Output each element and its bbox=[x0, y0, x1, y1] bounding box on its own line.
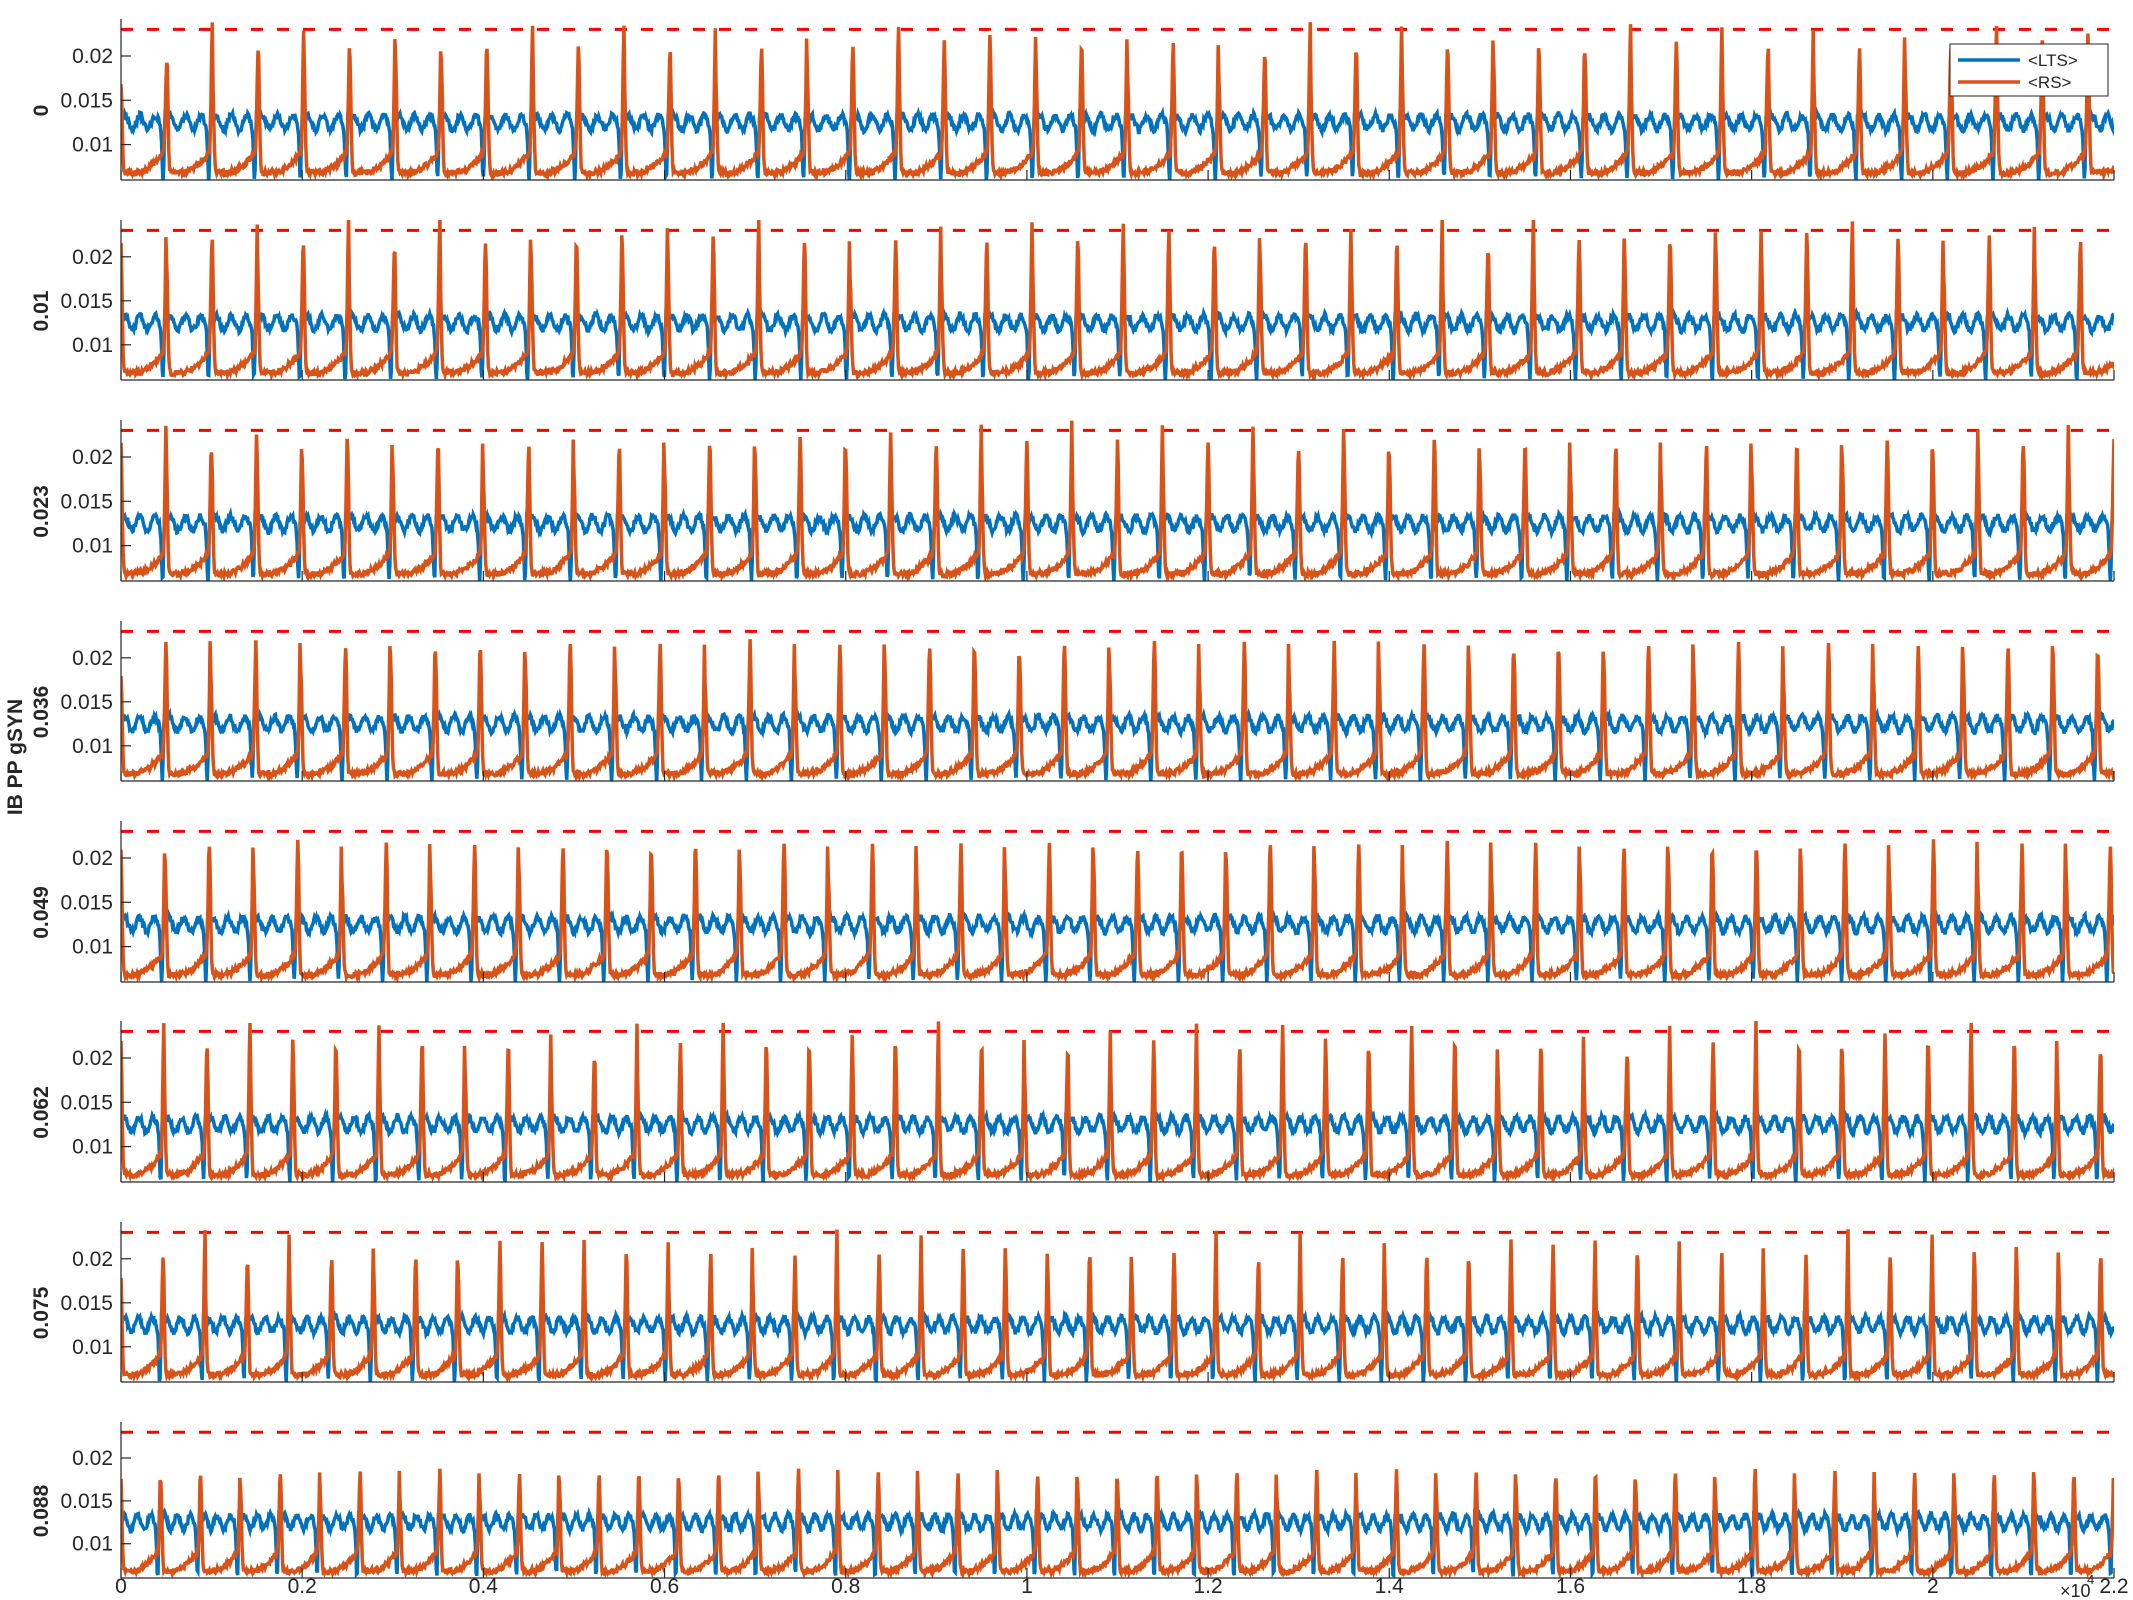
subplots: 0.01 0.015 0.02 0 0.01 0.015 0.02 0.01 0.01 0.015… bbox=[30, 19, 2115, 1579]
series-lts bbox=[121, 908, 2114, 982]
series-rs bbox=[121, 639, 2114, 781]
subplot-7: 0.01 0.015 0.02 0.088 bbox=[30, 1422, 2115, 1579]
y-tick-label: 0.015 bbox=[60, 89, 113, 112]
y-tick-label: 0.02 bbox=[72, 246, 113, 269]
y-tick-label: 0.02 bbox=[72, 847, 113, 870]
y-tick-label: 0.01 bbox=[72, 334, 113, 357]
x-tick-label: 1 bbox=[1021, 1575, 1033, 1598]
y-tick-label: 0.015 bbox=[60, 1091, 113, 1114]
series-rs bbox=[121, 839, 2114, 982]
series-rs bbox=[121, 420, 2114, 581]
subplot-label: 0.088 bbox=[30, 1484, 53, 1537]
x-exponent: 4 bbox=[2087, 1572, 2094, 1587]
y-tick-label: 0.02 bbox=[72, 1047, 113, 1070]
x-exponent-label: ×10 4 bbox=[2060, 1572, 2094, 1600]
y-tick-label: 0.01 bbox=[72, 1136, 113, 1159]
subplot-2: 0.01 0.015 0.02 0.023 bbox=[30, 420, 2115, 582]
series-lts bbox=[121, 306, 2114, 380]
subplot-4: 0.01 0.015 0.02 0.049 bbox=[30, 821, 2115, 983]
subplot-0: 0.01 0.015 0.02 0 bbox=[30, 19, 2115, 181]
series-rs bbox=[121, 1468, 2114, 1578]
subplot-label: 0.049 bbox=[30, 886, 53, 939]
y-tick-label: 0.02 bbox=[72, 446, 113, 469]
x-tick-label: 0.8 bbox=[831, 1575, 860, 1598]
x-tick-label: 2.2 bbox=[2099, 1575, 2128, 1598]
subplot-6: 0.01 0.015 0.02 0.075 bbox=[30, 1222, 2115, 1383]
y-tick-label: 0.01 bbox=[72, 535, 113, 558]
y-tick-label: 0.02 bbox=[72, 1248, 113, 1271]
series-rs bbox=[121, 22, 2114, 180]
legend: <LTS> <RS> bbox=[1949, 43, 2109, 97]
y-tick-label: 0.01 bbox=[72, 134, 113, 157]
y-tick-label: 0.01 bbox=[72, 936, 113, 959]
series-rs bbox=[121, 1229, 2114, 1382]
y-tick-label: 0.015 bbox=[60, 290, 113, 313]
y-tick-label: 0.01 bbox=[72, 1533, 113, 1556]
y-tick-label: 0.015 bbox=[60, 1490, 113, 1513]
legend-label: <RS> bbox=[2028, 73, 2072, 92]
y-tick-label: 0.015 bbox=[60, 891, 113, 914]
x-tick-label: 1.2 bbox=[1193, 1575, 1222, 1598]
y-tick-label: 0.01 bbox=[72, 735, 113, 758]
x-tick-label: 0.6 bbox=[650, 1575, 679, 1598]
series-rs bbox=[121, 1021, 2114, 1182]
y-tick-label: 0.015 bbox=[60, 490, 113, 513]
y-tick-label: 0.02 bbox=[72, 45, 113, 68]
x-tick-label: 2 bbox=[1927, 1575, 1939, 1598]
x-axis: 0 0.2 0.4 0.6 0.8 1 1.2 1.4 1.6 1.8 2 2.2 bbox=[115, 1575, 2128, 1598]
legend-label: <LTS> bbox=[2028, 51, 2078, 70]
y-tick-label: 0.015 bbox=[60, 1292, 113, 1315]
x-tick-label: 1.6 bbox=[1556, 1575, 1585, 1598]
subplot-3: 0.01 0.015 0.02 0.036 bbox=[30, 621, 2115, 782]
x-tick-label: 1.8 bbox=[1737, 1575, 1766, 1598]
legend-box bbox=[1949, 43, 2109, 97]
y-tick-label: 0.01 bbox=[72, 1336, 113, 1359]
subplot-label: 0.062 bbox=[30, 1086, 53, 1139]
x-exponent-base: ×10 bbox=[2060, 1581, 2091, 1600]
x-tick-label: 0 bbox=[115, 1575, 127, 1598]
subplot-5: 0.01 0.015 0.02 0.062 bbox=[30, 1021, 2115, 1183]
series-lts bbox=[121, 1308, 2114, 1382]
series-lts bbox=[121, 106, 2114, 180]
series-lts bbox=[121, 1107, 2114, 1182]
x-tick-label: 1.4 bbox=[1375, 1575, 1405, 1598]
subplot-label: 0 bbox=[30, 105, 53, 117]
y-tick-label: 0.015 bbox=[60, 691, 113, 714]
y-tick-label: 0.02 bbox=[72, 1447, 113, 1470]
subplot-label: 0.023 bbox=[30, 485, 53, 538]
x-tick-label: 0.2 bbox=[288, 1575, 317, 1598]
subplot-label: 0.075 bbox=[30, 1286, 53, 1339]
figure-y-label: IB PP gSYN bbox=[4, 699, 27, 815]
subplot-label: 0.01 bbox=[30, 290, 53, 331]
subplot-label: 0.036 bbox=[30, 686, 53, 739]
x-tick-label: 0.4 bbox=[469, 1575, 499, 1598]
y-tick-label: 0.02 bbox=[72, 647, 113, 670]
subplot-1: 0.01 0.015 0.02 0.01 bbox=[30, 220, 2115, 381]
series-rs bbox=[121, 220, 2114, 380]
